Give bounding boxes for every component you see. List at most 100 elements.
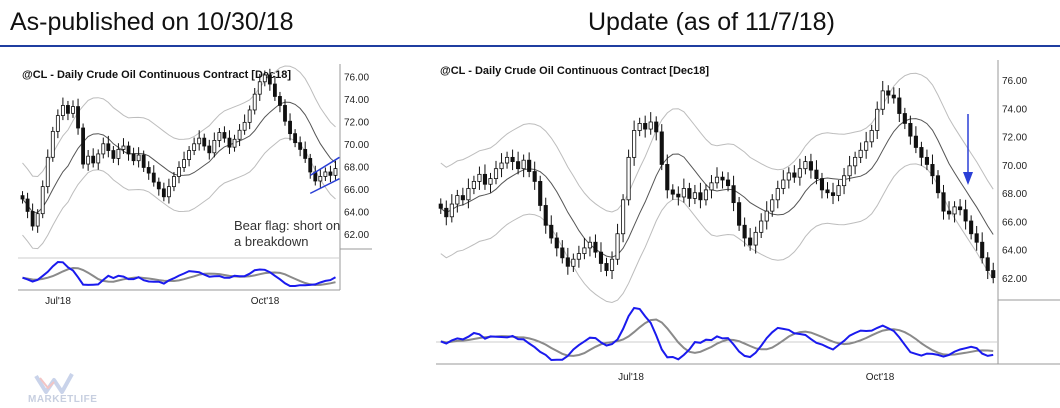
left-y-axis: 76.00 74.00 72.00 70.00 68.00 66.00 64.0… xyxy=(344,72,369,241)
candle-body xyxy=(985,257,990,271)
candle-body xyxy=(836,185,841,196)
candle-body xyxy=(308,158,313,173)
y-tick-label: 74.00 xyxy=(344,95,369,106)
candle-body xyxy=(182,159,186,168)
candle-body xyxy=(731,185,736,204)
candle-body xyxy=(217,132,222,141)
candle-body xyxy=(262,74,267,83)
candle-body xyxy=(499,162,504,170)
candle-body xyxy=(538,181,543,206)
candle-body xyxy=(598,251,604,264)
candle-body xyxy=(455,195,460,205)
candle-body xyxy=(267,74,272,85)
candle-body xyxy=(825,189,830,194)
candle-body xyxy=(676,193,681,198)
candle-body xyxy=(35,213,40,227)
candle-body xyxy=(803,161,808,170)
y-tick-label: 62.00 xyxy=(1002,274,1027,285)
logo-text: MARKETLIFE xyxy=(28,394,98,405)
candle-body xyxy=(880,90,885,110)
candle-body xyxy=(643,123,648,130)
candle-body xyxy=(20,195,25,200)
right-chart-title: @CL - Daily Crude Oil Continuous Contrac… xyxy=(440,65,709,77)
right-oscillator xyxy=(440,306,994,362)
candle-body xyxy=(60,105,65,116)
candle-body xyxy=(560,247,565,259)
candle-body xyxy=(748,237,753,246)
candle-body xyxy=(808,161,813,171)
candle-body xyxy=(283,105,287,122)
candle-body xyxy=(571,258,576,267)
candle-body xyxy=(902,113,907,124)
right-price-plot xyxy=(438,72,996,304)
y-tick-label: 70.00 xyxy=(1002,161,1027,172)
candle-body xyxy=(521,159,526,170)
oscillator-signal-line xyxy=(440,318,994,357)
candle-body xyxy=(146,167,151,174)
candle-body xyxy=(106,143,111,151)
upper-band-line xyxy=(440,72,994,213)
candle-body xyxy=(116,149,121,159)
candle-body xyxy=(703,189,709,201)
candle-body xyxy=(460,195,465,201)
y-tick-label: 72.00 xyxy=(344,117,369,128)
candle-body xyxy=(587,241,592,249)
candle-body xyxy=(549,224,554,239)
candle-body xyxy=(593,241,598,253)
candle-body xyxy=(764,210,769,222)
candle-body xyxy=(869,130,874,143)
down-arrow-icon xyxy=(963,114,973,185)
candle-body xyxy=(963,209,968,222)
candle-body xyxy=(166,186,171,198)
candle-body xyxy=(891,94,896,99)
y-tick-label: 62.00 xyxy=(344,230,369,241)
candle-body xyxy=(207,145,212,154)
y-tick-label: 66.00 xyxy=(344,185,369,196)
candle-body xyxy=(720,176,725,181)
left-heading: As-published on 10/30/18 xyxy=(10,8,294,36)
candle-body xyxy=(819,178,825,191)
candle-body xyxy=(615,233,620,260)
annotation-line-1: Bear flag: short on xyxy=(234,218,340,233)
candle-body xyxy=(288,120,292,135)
candle-body xyxy=(471,181,476,189)
candle-body xyxy=(864,141,869,151)
candle-body xyxy=(698,192,703,201)
candle-body xyxy=(111,150,116,159)
candle-body xyxy=(958,206,963,211)
marketlife-logo-icon xyxy=(34,373,74,394)
right-heading: Update (as of 11/7/18) xyxy=(588,8,835,36)
candle-body xyxy=(438,203,443,209)
left-price-plot xyxy=(20,65,340,250)
candle-body xyxy=(278,96,282,106)
candle-body xyxy=(830,192,836,196)
candle-body xyxy=(665,164,670,191)
candle-body xyxy=(980,241,985,259)
candle-body xyxy=(172,176,176,188)
candle-body xyxy=(786,172,791,181)
candle-body xyxy=(187,150,192,160)
candle-body xyxy=(604,263,609,271)
candle-body xyxy=(40,186,45,215)
candle-body xyxy=(293,133,298,144)
candle-body xyxy=(318,176,323,182)
candle-body xyxy=(670,189,675,195)
moving-average-line xyxy=(440,118,994,258)
candle-body xyxy=(725,179,731,187)
candle-body xyxy=(76,106,80,129)
candle-body xyxy=(493,168,499,179)
candle-body xyxy=(554,237,559,249)
moving-average-line xyxy=(22,101,336,214)
candle-body xyxy=(488,178,493,185)
candle-body xyxy=(991,270,996,279)
candle-body xyxy=(50,130,55,158)
candle-body xyxy=(232,138,237,148)
candle-body xyxy=(797,168,802,178)
candle-body xyxy=(126,145,131,155)
candle-body xyxy=(946,210,952,215)
candle-body xyxy=(323,171,328,177)
candle-body xyxy=(55,115,60,132)
candle-body xyxy=(444,207,449,218)
candle-body xyxy=(714,176,720,184)
candle-body xyxy=(449,203,454,218)
